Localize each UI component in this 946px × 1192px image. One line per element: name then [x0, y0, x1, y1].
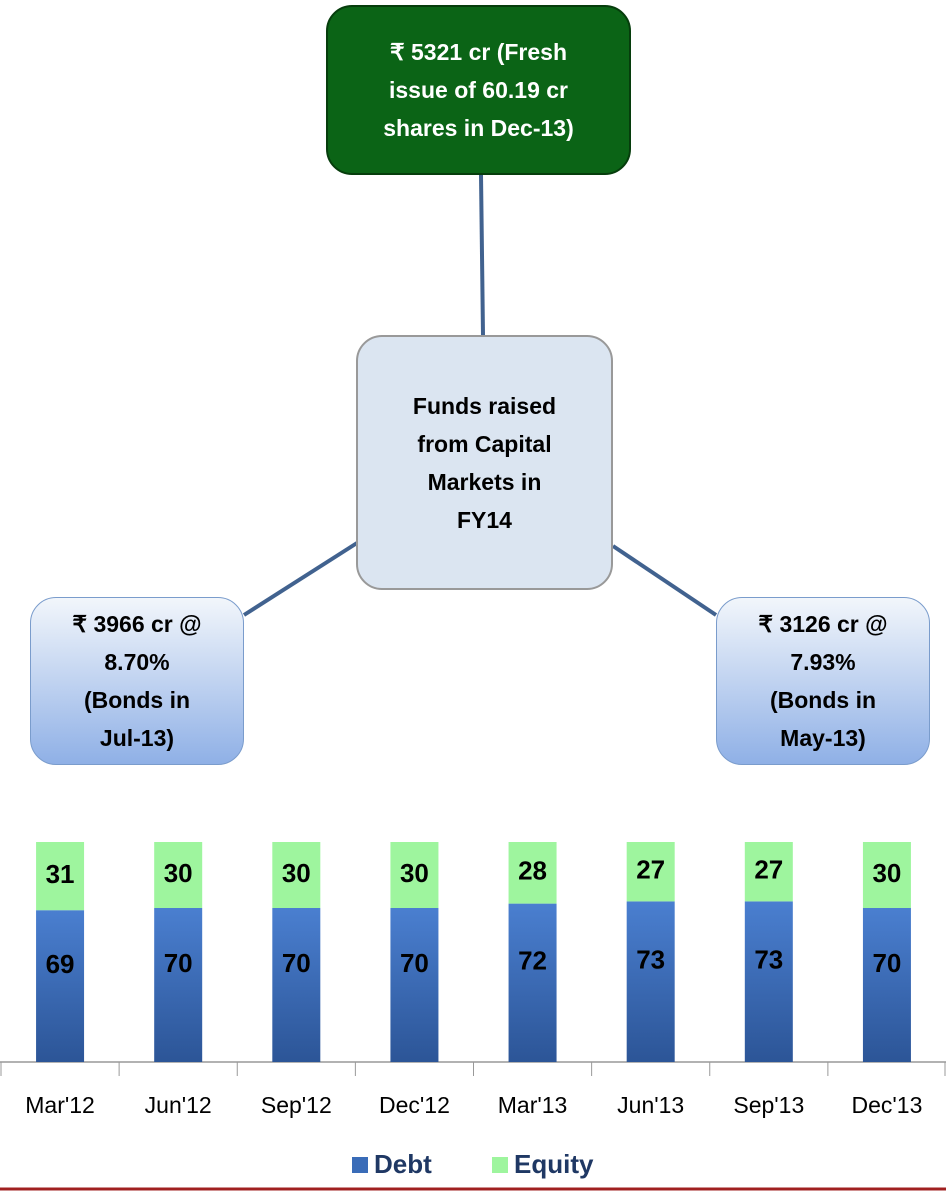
node-line: Funds raised — [412, 392, 557, 419]
value-label: 28 — [518, 856, 547, 886]
node-line: Markets in — [427, 468, 542, 495]
value-label: 73 — [636, 945, 665, 975]
bar-segment — [272, 908, 321, 1062]
bar-segment — [36, 910, 85, 1062]
value-label: 73 — [754, 945, 783, 975]
node-left: ₹ 3966 cr @ 8.70% (Bonds in Jul-13) — [30, 597, 244, 765]
bar-segment — [508, 903, 557, 1062]
node-line: issue of 60.19 cr — [389, 77, 568, 103]
node-center: Funds raised from Capital Markets in FY14 — [356, 335, 613, 590]
bar-segment — [508, 842, 557, 904]
x-tick-label: Jun'12 — [145, 1092, 212, 1118]
connector — [242, 541, 359, 617]
bar-segment — [36, 842, 85, 911]
node-right: ₹ 3126 cr @ 7.93% (Bonds in May-13) — [716, 597, 930, 765]
bar-segment — [390, 908, 439, 1062]
node-line: (Bonds in — [769, 687, 877, 713]
value-label: 70 — [282, 948, 311, 978]
x-tick-label: Mar'13 — [498, 1092, 568, 1118]
node-line: from Capital — [417, 430, 552, 457]
x-tick-label: Mar'12 — [25, 1092, 95, 1118]
node-line: ₹ 3966 cr @ — [72, 611, 202, 637]
bar-segment — [626, 842, 675, 902]
value-label: 72 — [518, 946, 547, 976]
node-line: shares in Dec-13) — [383, 115, 574, 141]
value-label: 27 — [754, 855, 783, 885]
bar-segment — [154, 842, 203, 908]
x-tick-label: Jun'13 — [617, 1092, 684, 1118]
bar-segment — [744, 842, 793, 902]
value-label: 27 — [636, 855, 665, 885]
legend-label: Debt — [374, 1149, 432, 1179]
x-tick-label: Dec'13 — [851, 1092, 922, 1118]
node-line: Jul-13) — [99, 725, 175, 751]
node-line: ₹ 5321 cr (Fresh — [389, 39, 567, 65]
value-label: 70 — [164, 948, 193, 978]
node-issue: ₹ 5321 cr (Fresh issue of 60.19 cr shares … — [326, 5, 631, 175]
bar-segment — [862, 842, 911, 908]
value-label: 70 — [872, 948, 901, 978]
bar-segment — [154, 908, 203, 1062]
x-tick-label: Sep'13 — [733, 1092, 804, 1118]
node-line: (Bonds in — [83, 687, 191, 713]
bar-segment — [744, 901, 793, 1062]
legend-swatch — [492, 1157, 508, 1173]
bar-segment — [272, 842, 321, 908]
bar-segment — [862, 908, 911, 1062]
node-line: FY14 — [457, 506, 512, 533]
value-label: 30 — [164, 858, 193, 888]
connector — [479, 174, 485, 336]
legend-label: Equity — [514, 1149, 594, 1179]
node-line: 7.93% — [790, 649, 856, 675]
connector — [611, 544, 718, 617]
node-line: ₹ 3126 cr @ — [758, 611, 888, 637]
value-label: 30 — [282, 858, 311, 888]
bar-segment — [626, 901, 675, 1062]
legend-swatch — [352, 1157, 368, 1173]
x-tick-label: Dec'12 — [379, 1092, 450, 1118]
node-line: May-13) — [780, 725, 866, 751]
bar-segment — [390, 842, 439, 908]
x-tick-label: Sep'12 — [261, 1092, 332, 1118]
value-label: 70 — [400, 948, 429, 978]
value-label: 30 — [872, 858, 901, 888]
value-label: 69 — [46, 949, 75, 979]
value-label: 30 — [400, 858, 429, 888]
value-label: 31 — [46, 859, 75, 889]
node-line: 8.70% — [104, 649, 170, 675]
